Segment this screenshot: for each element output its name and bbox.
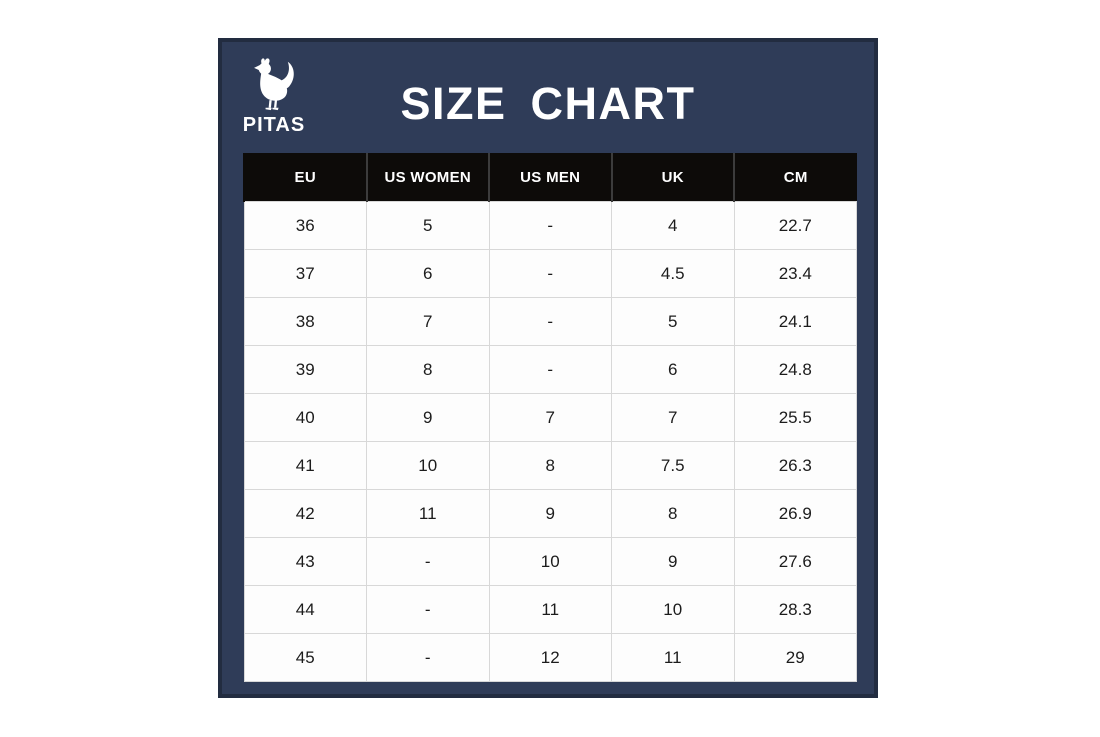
cell: - bbox=[488, 249, 612, 298]
cell: 24.8 bbox=[733, 345, 857, 394]
cell: 6 bbox=[366, 249, 490, 298]
cell: 25.5 bbox=[733, 393, 857, 442]
table-header-row: EU US WOMEN US MEN UK CM bbox=[243, 153, 857, 202]
brand-name: PITAS bbox=[242, 114, 306, 136]
cell: 4.5 bbox=[611, 249, 735, 298]
cell: 24.1 bbox=[733, 297, 857, 346]
cell: 8 bbox=[611, 489, 735, 538]
cell: 8 bbox=[488, 441, 612, 490]
table-row: 41 10 8 7.5 26.3 bbox=[243, 441, 857, 490]
cell: 26.9 bbox=[733, 489, 857, 538]
table-body: 36 5-4 22.7 37 6-4.5 23.4 38 7-5 24.1 39 8-6 24.8 40… bbox=[243, 201, 857, 682]
cell: 9 bbox=[488, 489, 612, 538]
cell: 44 bbox=[243, 585, 367, 634]
cell: 45 bbox=[243, 633, 367, 682]
cell: 37 bbox=[243, 249, 367, 298]
cell: 11 bbox=[611, 633, 735, 682]
cell: - bbox=[366, 633, 490, 682]
cell: 10 bbox=[366, 441, 490, 490]
column-header-cm: CM bbox=[733, 153, 857, 202]
cell: 28.3 bbox=[733, 585, 857, 634]
column-header-us-women: US WOMEN bbox=[365, 153, 489, 202]
cell: 9 bbox=[611, 537, 735, 586]
cell: 23.4 bbox=[733, 249, 857, 298]
cell: 8 bbox=[366, 345, 490, 394]
cell: 38 bbox=[243, 297, 367, 346]
cell: 4 bbox=[611, 201, 735, 250]
cell: 12 bbox=[488, 633, 612, 682]
column-header-eu: EU bbox=[243, 153, 367, 202]
cell: - bbox=[488, 297, 612, 346]
cell: 27.6 bbox=[733, 537, 857, 586]
cell: - bbox=[366, 585, 490, 634]
cell: 6 bbox=[611, 345, 735, 394]
cell: 29 bbox=[733, 633, 857, 682]
cell: 39 bbox=[243, 345, 367, 394]
chart-panel: PITAS SIZE CHART EU US WOMEN US MEN UK CM 36… bbox=[218, 38, 878, 698]
cell: 5 bbox=[611, 297, 735, 346]
page-title: SIZE CHART bbox=[400, 78, 696, 129]
cell: 11 bbox=[488, 585, 612, 634]
table-row: 39 8-6 24.8 bbox=[243, 345, 857, 394]
rooster-icon bbox=[232, 56, 316, 112]
cell: 22.7 bbox=[733, 201, 857, 250]
table-row: 43-10 9 27.6 bbox=[243, 537, 857, 586]
cell: - bbox=[366, 537, 490, 586]
table-head: EU US WOMEN US MEN UK CM bbox=[243, 153, 857, 202]
cell: 36 bbox=[243, 201, 367, 250]
brand-logo: PITAS bbox=[232, 56, 316, 137]
cell: 9 bbox=[366, 393, 490, 442]
cell: 26.3 bbox=[733, 441, 857, 490]
cell: 42 bbox=[243, 489, 367, 538]
cell: 10 bbox=[488, 537, 612, 586]
table-row: 38 7-5 24.1 bbox=[243, 297, 857, 346]
table-row: 45-12 11 29 bbox=[243, 633, 857, 682]
cell: 7 bbox=[611, 393, 735, 442]
cell: 7 bbox=[366, 297, 490, 346]
column-header-us-men: US MEN bbox=[488, 153, 612, 202]
size-table: EU US WOMEN US MEN UK CM 36 5-4 22.7 37 6-4.5 23.… bbox=[243, 153, 857, 682]
cell: 10 bbox=[611, 585, 735, 634]
table-row: 37 6-4.5 23.4 bbox=[243, 249, 857, 298]
table-row: 40 9 7 7 25.5 bbox=[243, 393, 857, 442]
cell: 43 bbox=[243, 537, 367, 586]
cell: 7.5 bbox=[611, 441, 735, 490]
cell: 5 bbox=[366, 201, 490, 250]
cell: - bbox=[488, 345, 612, 394]
column-header-uk: UK bbox=[610, 153, 734, 202]
cell: - bbox=[488, 201, 612, 250]
table-row: 36 5-4 22.7 bbox=[243, 201, 857, 250]
cell: 11 bbox=[366, 489, 490, 538]
table-row: 42 11 9 8 26.9 bbox=[243, 489, 857, 538]
table-row: 44-11 10 28.3 bbox=[243, 585, 857, 634]
cell: 7 bbox=[488, 393, 612, 442]
cell: 41 bbox=[243, 441, 367, 490]
cell: 40 bbox=[243, 393, 367, 442]
